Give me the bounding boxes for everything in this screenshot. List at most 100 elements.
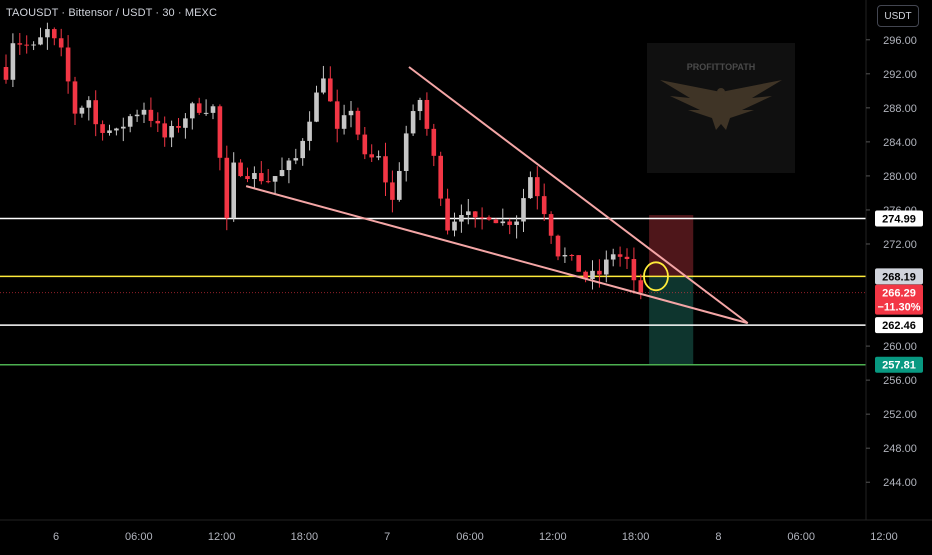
candle[interactable] — [107, 124, 112, 136]
price-badge-257.81[interactable]: 257.81 — [875, 356, 923, 373]
candle[interactable] — [486, 215, 492, 221]
candle[interactable] — [610, 248, 616, 267]
candle[interactable] — [369, 144, 374, 163]
candle[interactable] — [58, 28, 64, 57]
candle[interactable] — [590, 260, 595, 290]
candle[interactable] — [31, 41, 36, 51]
candle[interactable] — [196, 97, 202, 115]
currency-button[interactable]: USDT — [877, 5, 919, 27]
candle[interactable] — [155, 112, 161, 133]
candle[interactable] — [141, 102, 147, 124]
price-badge-268.19[interactable]: 268.19 — [875, 268, 923, 285]
candle[interactable] — [314, 85, 319, 123]
candle[interactable] — [334, 89, 340, 143]
upper-trendline[interactable] — [408, 66, 749, 324]
candle[interactable] — [259, 161, 264, 185]
candle[interactable] — [507, 218, 512, 235]
candle[interactable] — [121, 117, 126, 142]
candle[interactable] — [231, 152, 236, 222]
candle[interactable] — [376, 150, 381, 161]
price-badge-262.46[interactable]: 262.46 — [875, 317, 923, 334]
candle[interactable] — [362, 126, 368, 160]
candle[interactable] — [307, 111, 312, 151]
candle[interactable] — [569, 253, 575, 261]
candle[interactable] — [555, 234, 561, 261]
candle[interactable] — [286, 157, 292, 184]
candle[interactable] — [203, 99, 209, 116]
price-badge-274.99[interactable]: 274.99 — [875, 210, 923, 227]
candle[interactable] — [10, 33, 16, 88]
highlight-circle[interactable] — [643, 261, 669, 292]
candle[interactable] — [500, 208, 506, 226]
candle[interactable] — [638, 274, 644, 300]
candle[interactable] — [190, 101, 195, 130]
candle[interactable] — [24, 35, 29, 54]
candle[interactable] — [114, 127, 119, 136]
candle[interactable] — [86, 96, 92, 121]
candle[interactable] — [38, 27, 43, 46]
candle[interactable] — [183, 113, 188, 139]
lower-trendline[interactable] — [245, 185, 749, 325]
candle[interactable] — [321, 65, 326, 95]
candle[interactable] — [265, 168, 271, 184]
candle[interactable] — [624, 248, 630, 269]
last-price-badge[interactable]: 266.29 −11.30% — [875, 284, 923, 315]
stop-loss-zone[interactable] — [649, 215, 694, 277]
candle[interactable] — [245, 167, 250, 183]
candle[interactable] — [397, 162, 402, 202]
candle[interactable] — [272, 176, 278, 195]
candle[interactable] — [445, 188, 450, 235]
candle[interactable] — [479, 207, 485, 230]
candle[interactable] — [348, 100, 354, 128]
candle[interactable] — [452, 212, 457, 237]
candle[interactable] — [17, 32, 23, 55]
candle[interactable] — [541, 183, 547, 222]
candle[interactable] — [300, 138, 305, 166]
candle[interactable] — [224, 145, 230, 231]
candle[interactable] — [583, 270, 588, 283]
candle[interactable] — [79, 105, 85, 118]
candle[interactable] — [403, 125, 409, 182]
candle[interactable] — [134, 109, 140, 122]
candle[interactable] — [355, 107, 361, 141]
candle[interactable] — [217, 104, 223, 171]
candle[interactable] — [431, 123, 437, 167]
candle[interactable] — [576, 255, 581, 272]
candle[interactable] — [617, 246, 623, 267]
candle[interactable] — [293, 148, 299, 165]
candle[interactable] — [52, 27, 57, 46]
candle[interactable] — [548, 211, 554, 244]
candle[interactable] — [252, 166, 257, 189]
candle[interactable] — [341, 104, 347, 135]
candle[interactable] — [493, 218, 499, 224]
candle[interactable] — [210, 104, 216, 120]
candle[interactable] — [3, 54, 9, 84]
candle[interactable] — [383, 142, 388, 196]
candle[interactable] — [459, 204, 464, 233]
candle[interactable] — [424, 92, 430, 136]
candle[interactable] — [238, 159, 243, 178]
candle[interactable] — [148, 97, 154, 128]
candle[interactable] — [521, 188, 526, 233]
candle[interactable] — [328, 66, 333, 102]
candle[interactable] — [410, 104, 416, 136]
candle[interactable] — [65, 35, 71, 94]
candle[interactable] — [127, 113, 133, 133]
candle[interactable] — [45, 22, 50, 50]
candle[interactable] — [72, 76, 78, 126]
candle[interactable] — [390, 170, 395, 213]
candle[interactable] — [604, 250, 609, 283]
candle[interactable] — [528, 171, 533, 199]
candle[interactable] — [472, 211, 478, 228]
candle[interactable] — [169, 120, 174, 148]
candle[interactable] — [562, 247, 568, 263]
candle[interactable] — [176, 118, 181, 133]
candle[interactable] — [631, 247, 637, 294]
candle[interactable] — [93, 90, 98, 137]
candle[interactable] — [417, 97, 423, 121]
candle[interactable] — [162, 116, 167, 147]
candle[interactable] — [535, 166, 540, 210]
candle[interactable] — [466, 198, 471, 225]
